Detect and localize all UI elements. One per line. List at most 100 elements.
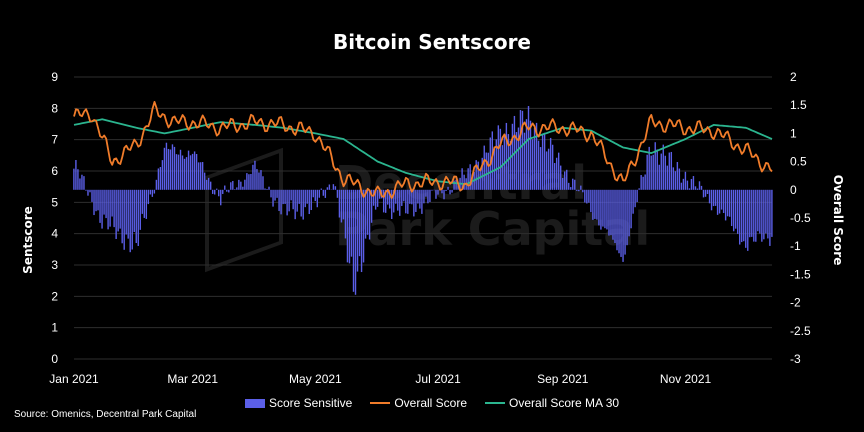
score-sensitive-bar — [483, 145, 485, 190]
score-sensitive-bar — [260, 170, 262, 190]
score-sensitive-bar — [628, 189, 630, 237]
score-sensitive-bar — [640, 175, 642, 190]
score-sensitive-bar — [218, 189, 220, 197]
score-sensitive-bar — [370, 189, 373, 223]
score-sensitive-bar — [479, 168, 481, 190]
score-sensitive-bar — [455, 179, 457, 190]
score-sensitive-bar — [539, 147, 542, 190]
grid-lines — [74, 76, 772, 360]
score-sensitive-bar — [179, 149, 182, 190]
score-sensitive-bar — [393, 189, 395, 213]
score-sensitive-bar — [226, 189, 228, 192]
score-sensitive-bar — [107, 189, 109, 230]
score-sensitive-bar — [399, 189, 401, 216]
score-sensitive-bar — [133, 189, 135, 233]
score-sensitive-bar — [407, 189, 409, 214]
score-sensitive-bar — [151, 189, 154, 197]
score-sensitive-bar — [324, 189, 327, 198]
score-sensitive-bar — [485, 152, 487, 190]
score-sensitive-bar — [495, 139, 498, 190]
score-sensitive-bar — [352, 189, 355, 292]
score-sensitive-bar — [415, 189, 417, 212]
score-sensitive-bar — [280, 189, 282, 215]
score-sensitive-bar — [694, 186, 697, 190]
score-sensitive-bar — [704, 189, 707, 197]
score-sensitive-bar — [419, 189, 421, 209]
score-sensitive-bar — [77, 169, 79, 190]
score-sensitive-bar — [431, 189, 433, 191]
score-sensitive-bar — [222, 189, 224, 194]
score-sensitive-bar — [276, 189, 278, 198]
score-sensitive-bar — [284, 189, 286, 204]
right-tick-label: 2 — [790, 70, 797, 84]
score-sensitive-bar — [529, 120, 532, 190]
score-sensitive-bar — [157, 168, 160, 190]
left-tick-label: 3 — [51, 258, 58, 272]
score-sensitive-bar — [616, 189, 618, 251]
score-sensitive-bar — [686, 180, 689, 190]
score-sensitive-bar — [471, 174, 473, 190]
score-sensitive-bar — [403, 189, 405, 202]
score-sensitive-bar — [272, 189, 274, 207]
score-sensitive-bar — [117, 189, 119, 232]
right-tick-label: -0.5 — [790, 211, 811, 225]
score-sensitive-bar — [620, 189, 622, 257]
score-sensitive-bar — [555, 157, 558, 190]
score-sensitive-bar — [374, 189, 377, 210]
right-tick-label: 0 — [790, 183, 797, 197]
left-tick-label: 9 — [51, 70, 58, 84]
score-sensitive-bar — [626, 189, 628, 246]
right-tick-label: 0.5 — [790, 155, 807, 169]
score-sensitive-bar — [409, 189, 411, 204]
legend-overall-score[interactable]: Overall Score — [370, 396, 467, 410]
left-tick-label: 8 — [51, 101, 58, 115]
score-sensitive-bar — [378, 189, 381, 199]
score-sensitive-bar — [765, 189, 767, 234]
score-sensitive-bar — [676, 162, 679, 190]
score-sensitive-bar — [197, 162, 200, 190]
x-axis-ticks: Jan 2021 Mar 2021 May 2021 Jul 2021 Sep 2021… — [49, 372, 711, 386]
score-sensitive-bar — [209, 181, 212, 190]
score-sensitive-bar — [572, 178, 574, 190]
score-sensitive-bar — [125, 189, 127, 235]
score-sensitive-bar — [401, 189, 403, 206]
legend-label: Overall Score MA 30 — [509, 396, 620, 410]
score-sensitive-bar — [493, 146, 496, 190]
score-sensitive-bar — [149, 189, 152, 195]
score-sensitive-bar — [427, 189, 429, 204]
score-sensitive-bar — [718, 189, 721, 214]
score-sensitive-bar — [726, 189, 729, 217]
left-axis-title: Sentscore — [21, 206, 35, 274]
score-sensitive-bar — [501, 145, 504, 190]
score-sensitive-bar — [366, 189, 369, 235]
score-sensitive-bar — [435, 189, 437, 199]
score-sensitive-bar — [89, 189, 91, 193]
score-sensitive-bar — [654, 142, 656, 190]
score-sensitive-bar — [648, 146, 650, 190]
score-sensitive-bar — [570, 187, 572, 190]
score-sensitive-bar — [228, 189, 230, 193]
legend-score-sensitive[interactable]: Score Sensitive — [244, 396, 353, 410]
score-sensitive-bar — [481, 157, 483, 190]
score-sensitive-bar — [397, 189, 399, 211]
left-tick-label: 2 — [51, 289, 58, 303]
score-sensitive-bar — [650, 155, 652, 190]
score-sensitive-bar — [714, 189, 717, 206]
score-sensitive-bar — [147, 189, 150, 205]
score-sensitive-bar — [252, 164, 254, 190]
score-sensitive-bar — [421, 189, 423, 214]
score-sensitive-bar — [211, 189, 214, 194]
score-sensitive-bar — [87, 189, 89, 196]
score-sensitive-bar — [348, 189, 351, 264]
score-sensitive-bar — [266, 189, 268, 190]
score-sensitive-bar — [201, 162, 204, 190]
legend-overall-ma30[interactable]: Overall Score MA 30 — [485, 396, 619, 410]
score-sensitive-bar — [278, 189, 280, 211]
score-sensitive-bar — [614, 189, 616, 244]
legend-line-swatch — [485, 402, 506, 404]
score-sensitive-bar — [111, 189, 113, 217]
score-sensitive-bar — [477, 161, 479, 190]
legend: Score Sensitive Overall Score Overall Sc… — [0, 396, 864, 410]
score-sensitive-bar — [199, 162, 202, 190]
legend-label: Score Sensitive — [268, 396, 353, 410]
